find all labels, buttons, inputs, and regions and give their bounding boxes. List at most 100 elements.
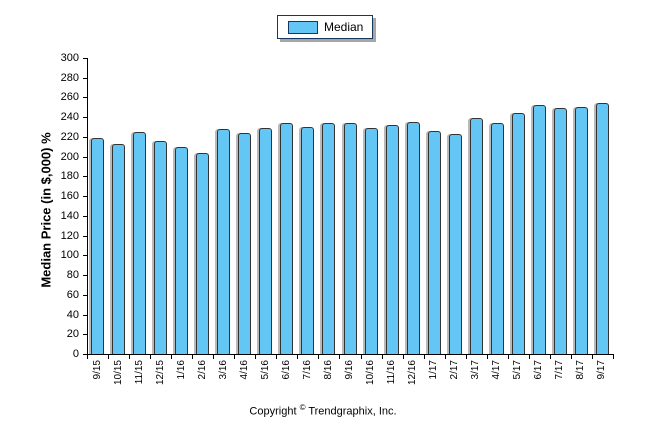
x-axis-tick [213, 355, 214, 359]
x-axis-label-12-15: 12/15 [155, 360, 166, 386]
y-axis-tick [83, 78, 87, 79]
bar-6-17 [533, 105, 546, 354]
x-axis-tick [318, 355, 319, 359]
x-axis-label-9-17: 9/17 [596, 360, 607, 380]
copyright-symbol: © [299, 403, 306, 412]
x-axis-label-7-16: 7/16 [302, 360, 313, 380]
bar-12-15 [154, 141, 167, 354]
bar-11-16 [386, 125, 399, 354]
y-axis-tick-label: 240 [60, 111, 79, 123]
bar-10-15 [112, 144, 125, 354]
x-axis-label-10-15: 10/15 [113, 360, 124, 386]
y-axis-tick [83, 216, 87, 217]
x-axis-label-11-16: 11/16 [386, 360, 397, 385]
x-axis-tick [87, 355, 88, 359]
y-axis-tick [83, 255, 87, 256]
y-axis-tick-label: 300 [60, 52, 79, 64]
x-axis-label-10-16: 10/16 [365, 360, 376, 386]
bar-9-16 [344, 123, 357, 354]
x-axis-tick [150, 355, 151, 359]
bar-3-17 [470, 118, 483, 354]
bar-3-16 [217, 129, 230, 354]
x-axis-label-9-16: 9/16 [344, 360, 355, 380]
bar-5-16 [259, 128, 272, 354]
x-axis-label-5-16: 5/16 [260, 360, 271, 380]
x-axis-tick [466, 355, 467, 359]
copyright-suffix: Trendgraphix, Inc. [305, 405, 397, 418]
x-axis-tick [592, 355, 593, 359]
x-axis-tick [571, 355, 572, 359]
x-axis-tick [550, 355, 551, 359]
bar-8-16 [322, 123, 335, 354]
y-axis-tick-label: 180 [60, 170, 79, 182]
x-axis-label-9-15: 9/15 [92, 360, 103, 380]
bar-9-15 [91, 138, 104, 354]
y-axis-tick [83, 315, 87, 316]
x-axis-label-6-16: 6/16 [281, 360, 292, 380]
bar-1-16 [175, 147, 188, 354]
x-axis-tick [487, 355, 488, 359]
x-axis-label-1-17: 1/17 [428, 360, 439, 380]
x-axis-tick [361, 355, 362, 359]
y-axis-tick [83, 354, 87, 355]
x-axis-label-3-16: 3/16 [218, 360, 229, 380]
y-axis-tick [83, 196, 87, 197]
bar-4-17 [491, 123, 504, 354]
y-axis-tick [83, 295, 87, 296]
x-axis-label-1-16: 1/16 [176, 360, 187, 380]
x-axis-tick [255, 355, 256, 359]
y-axis-tick-label: 0 [72, 348, 79, 360]
bar-8-17 [575, 107, 588, 354]
bar-6-16 [280, 123, 293, 354]
x-axis-tick [403, 355, 404, 359]
bar-10-16 [365, 128, 378, 354]
x-axis-tick [508, 355, 509, 359]
x-axis-tick [382, 355, 383, 359]
copyright-text: Copyright © Trendgraphix, Inc. [0, 403, 646, 418]
x-axis-tick [445, 355, 446, 359]
x-axis-tick [529, 355, 530, 359]
bar-1-17 [428, 131, 441, 354]
x-axis-tick [339, 355, 340, 359]
y-axis-tick-label: 100 [60, 249, 79, 261]
bar-7-16 [301, 127, 314, 354]
x-axis-label-7-17: 7/17 [554, 360, 565, 380]
x-axis-label-6-17: 6/17 [533, 360, 544, 380]
y-axis-tick [83, 157, 87, 158]
x-axis-label-2-17: 2/17 [449, 360, 460, 380]
bar-11-15 [133, 132, 146, 354]
copyright-prefix: Copyright [249, 405, 300, 418]
x-axis-label-5-17: 5/17 [512, 360, 523, 380]
bar-5-17 [512, 113, 525, 354]
x-axis-label-4-17: 4/17 [491, 360, 502, 380]
x-axis-label-2-16: 2/16 [197, 360, 208, 380]
y-axis-tick [83, 176, 87, 177]
x-axis-label-3-17: 3/17 [470, 360, 481, 380]
x-axis-tick [613, 355, 614, 359]
x-axis-label-12-16: 12/16 [407, 360, 418, 386]
y-axis-tick-label: 60 [66, 289, 79, 301]
legend-box: Median [277, 15, 373, 39]
y-axis-tick-label: 200 [60, 151, 79, 163]
x-axis-label-11-15: 11/15 [134, 360, 145, 385]
y-axis-tick-label: 260 [60, 91, 79, 103]
x-axis-tick [171, 355, 172, 359]
y-axis-tick-label: 160 [60, 190, 79, 202]
y-axis-tick-label: 280 [60, 72, 79, 84]
x-axis-tick [108, 355, 109, 359]
legend-label-median: Median [324, 20, 364, 34]
plot-area [87, 58, 614, 355]
y-axis-tick [83, 236, 87, 237]
y-axis-tick-label: 140 [60, 210, 79, 222]
x-axis-tick [234, 355, 235, 359]
y-axis-tick-label: 80 [66, 269, 79, 281]
x-axis-tick [129, 355, 130, 359]
bar-2-17 [449, 134, 462, 354]
bar-12-16 [407, 122, 420, 354]
y-axis-tick-label: 40 [66, 309, 79, 321]
bar-4-16 [238, 133, 251, 354]
x-axis-tick [276, 355, 277, 359]
y-axis-tick [83, 97, 87, 98]
bar-2-16 [196, 153, 209, 354]
x-axis-tick [297, 355, 298, 359]
